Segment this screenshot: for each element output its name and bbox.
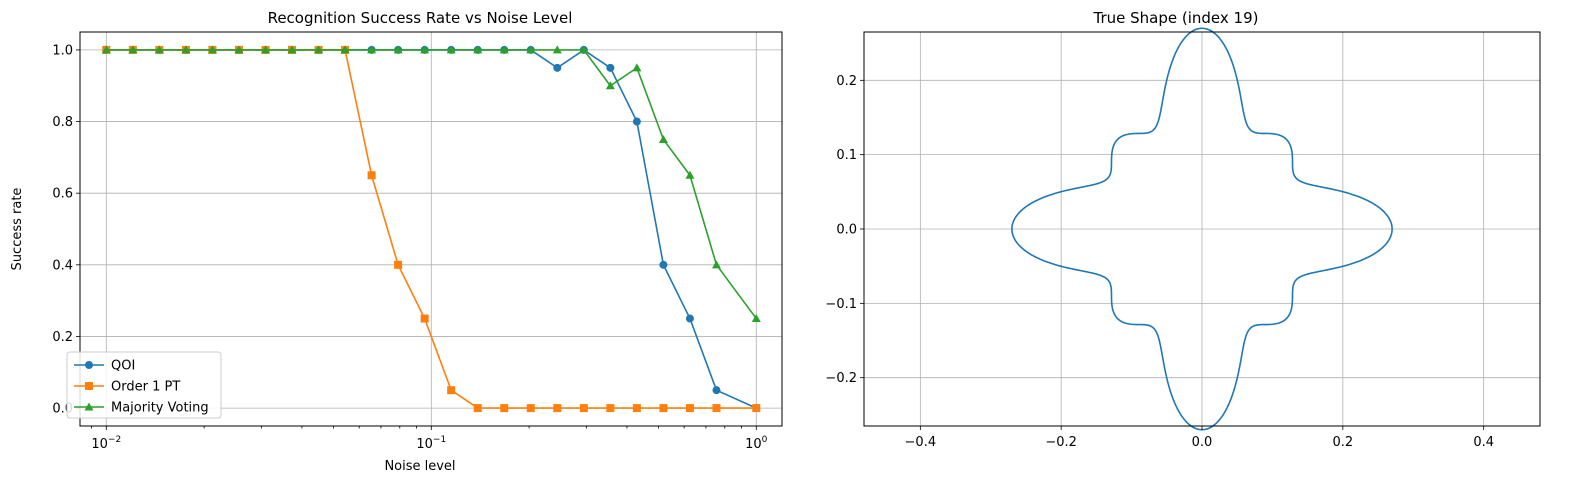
point-majority-voting: [552, 45, 562, 54]
point-majority-voting: [154, 45, 164, 54]
point-order-1-pt: [659, 404, 668, 413]
legend-box: [66, 351, 222, 419]
point-majority-voting: [340, 45, 350, 54]
true-shape-curve: [1011, 27, 1393, 431]
point-order-1-pt: [579, 404, 588, 413]
point-majority-voting: [751, 314, 761, 323]
point-order-1-pt: [447, 386, 456, 395]
point-qoi: [712, 386, 721, 395]
right-y-tick-label: 0.2: [836, 74, 857, 89]
right-y-tick-label: −0.2: [825, 371, 857, 386]
point-majority-voting: [579, 45, 589, 54]
point-order-1-pt: [367, 171, 376, 180]
point-majority-voting: [287, 45, 297, 54]
left-y-tick-label: 0.8: [52, 115, 73, 130]
point-majority-voting: [605, 81, 615, 90]
left-series-group: [101, 45, 761, 413]
legend: QOI Order 1 PT Majority Voting: [66, 351, 222, 419]
right-y-ticks: −0.2 −0.1 0.0 0.1 0.2: [825, 74, 864, 386]
left-chart-title: Recognition Success Rate vs Noise Level: [268, 9, 573, 27]
point-qoi: [685, 314, 694, 323]
legend-label-pt: Order 1 PT: [111, 380, 180, 395]
point-majority-voting: [314, 45, 324, 54]
point-majority-voting: [261, 45, 271, 54]
point-majority-voting: [499, 45, 509, 54]
point-order-1-pt: [420, 314, 429, 323]
point-order-1-pt: [394, 260, 403, 269]
legend-marker-mv: [84, 402, 94, 411]
point-order-1-pt: [712, 404, 721, 413]
point-order-1-pt: [526, 404, 535, 413]
point-majority-voting: [101, 45, 111, 54]
right-grid: [864, 32, 1540, 426]
point-qoi: [606, 63, 615, 72]
chart-true-shape: True Shape (index 19) −0.4 −0.2 0.0 0.2 0.4 …: [825, 9, 1541, 450]
left-x-tick-label: 10−1: [416, 435, 446, 452]
left-y-tick-label: 1.0: [52, 43, 73, 58]
point-order-1-pt: [632, 404, 641, 413]
left-x-tick-label: 10−2: [91, 435, 121, 452]
right-y-tick-label: 0.1: [836, 148, 857, 163]
point-majority-voting: [685, 170, 695, 179]
point-qoi: [632, 117, 641, 126]
legend-marker-pt: [85, 382, 93, 390]
left-x-tick-label: 100: [745, 435, 768, 452]
point-order-1-pt: [685, 404, 694, 413]
point-majority-voting: [526, 45, 536, 54]
point-majority-voting: [473, 45, 483, 54]
point-majority-voting: [367, 45, 377, 54]
legend-marker-qoi: [85, 361, 93, 369]
right-x-ticks: −0.4 −0.2 0.0 0.2 0.4: [905, 426, 1494, 450]
point-order-1-pt: [606, 404, 615, 413]
left-y-axis-label: Success rate: [10, 188, 25, 271]
right-chart-title: True Shape (index 19): [1093, 9, 1259, 27]
left-y-tick-label: 0.4: [52, 258, 73, 273]
point-order-1-pt: [752, 404, 761, 413]
point-order-1-pt: [500, 404, 509, 413]
left-x-axis-label: Noise level: [384, 459, 455, 474]
point-majority-voting: [446, 45, 456, 54]
point-majority-voting: [632, 63, 642, 72]
point-majority-voting: [234, 45, 244, 54]
point-majority-voting: [711, 260, 721, 269]
point-majority-voting: [181, 45, 191, 54]
legend-label-mv: Majority Voting: [111, 401, 209, 416]
left-y-tick-label: 0.2: [52, 330, 73, 345]
point-order-1-pt: [553, 404, 562, 413]
left-y-tick-label: 0.6: [52, 187, 73, 202]
legend-label-qoi: QOI: [111, 359, 135, 374]
point-majority-voting: [393, 45, 403, 54]
right-x-tick-label: 0.0: [1192, 435, 1213, 450]
point-order-1-pt: [473, 404, 482, 413]
point-majority-voting: [658, 134, 668, 143]
right-x-tick-label: −0.4: [905, 435, 937, 450]
right-y-tick-label: −0.1: [825, 297, 857, 312]
right-x-tick-label: −0.2: [1045, 435, 1077, 450]
chart-success-rate: Recognition Success Rate vs Noise Level …: [10, 9, 783, 474]
right-x-tick-label: 0.4: [1473, 435, 1494, 450]
point-qoi: [659, 260, 668, 269]
left-x-ticks: 10−2 10−1 100: [91, 426, 768, 452]
right-x-tick-label: 0.2: [1332, 435, 1353, 450]
point-qoi: [553, 63, 562, 72]
point-majority-voting: [128, 45, 138, 54]
right-y-tick-label: 0.0: [836, 223, 857, 238]
point-majority-voting: [420, 45, 430, 54]
point-majority-voting: [207, 45, 217, 54]
